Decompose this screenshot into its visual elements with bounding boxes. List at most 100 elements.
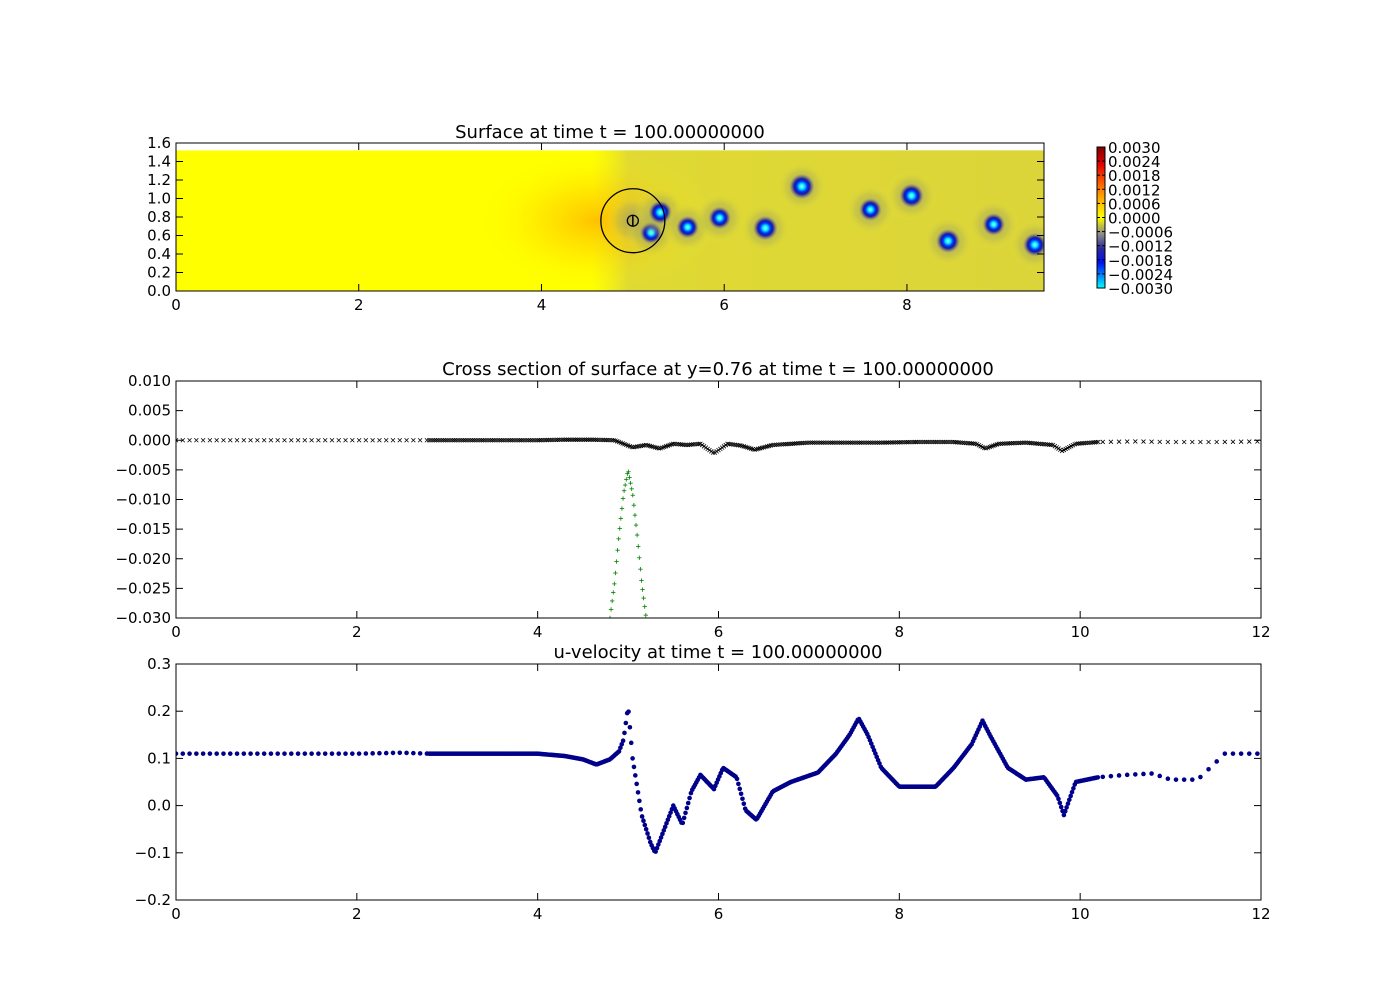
cross-x-marker [828, 440, 833, 445]
cross-x-marker-stroke [855, 440, 861, 445]
u-velocity-point [1173, 777, 1179, 782]
cross-x-marker [770, 442, 776, 448]
cross-plus-marker [633, 522, 639, 528]
u-velocity-point [687, 795, 692, 801]
cross-x-marker-stroke [1012, 440, 1018, 446]
cross-x-marker-stroke [1032, 441, 1038, 446]
cross-x-marker [815, 440, 821, 445]
cross-x-marker-stroke [944, 439, 949, 445]
cross-x-marker [571, 437, 577, 442]
cross-x-marker-stroke [1009, 440, 1014, 446]
cross-x-marker-stroke [1086, 440, 1092, 446]
cross-x-marker [176, 437, 179, 443]
cross-x-marker-stroke [560, 437, 566, 442]
u-velocity-point [248, 751, 253, 756]
cross-x-marker [1100, 439, 1106, 445]
cross-x-marker-stroke [1116, 439, 1122, 444]
cross-x-marker [390, 437, 396, 443]
cross-x-marker [493, 437, 499, 443]
cross-x-marker-stroke [1094, 439, 1099, 445]
cross-section-frame [175, 380, 1262, 619]
cross-x-marker [924, 439, 929, 445]
cross-x-marker [687, 442, 692, 448]
cross-x-marker [969, 441, 974, 446]
cross-x-marker-stroke [176, 439, 179, 443]
cross-x-marker [1025, 440, 1031, 446]
y-tick-label: 1.6 [147, 134, 171, 152]
cross-x-marker-stroke [481, 437, 486, 443]
cross-x-marker [839, 440, 844, 445]
cross-x-marker [466, 437, 472, 443]
cross-x-marker [676, 441, 681, 447]
cross-x-marker [1076, 441, 1081, 446]
cross-x-marker-stroke [732, 442, 738, 448]
cross-x-marker [473, 437, 479, 443]
cross-x-marker-stroke [288, 437, 294, 443]
cross-x-marker [426, 437, 432, 443]
u-velocity-point [241, 751, 247, 756]
cross-x-marker [562, 437, 568, 442]
cross-x-marker-stroke [963, 440, 969, 446]
cross-x-marker-stroke [1018, 440, 1023, 446]
cross-x-marker-stroke [187, 437, 192, 443]
cross-x-marker [569, 437, 575, 442]
cross-x-marker [468, 437, 474, 443]
cross-x-marker [629, 444, 634, 450]
cross-x-marker-stroke [880, 440, 886, 445]
cross-x-marker-stroke [520, 437, 526, 443]
u-velocity-point [631, 764, 637, 770]
y-tick-label: 0.0 [147, 282, 171, 300]
cross-x-marker-stroke [455, 437, 461, 443]
cross-x-marker-stroke [822, 440, 828, 445]
cross-x-marker [513, 437, 519, 443]
cross-x-marker [672, 441, 678, 447]
x-tick-label: 6 [714, 905, 724, 923]
u-velocity-point [221, 751, 226, 756]
cross-x-marker-stroke [810, 440, 815, 445]
cross-x-marker [911, 439, 917, 445]
cross-x-marker [207, 437, 213, 443]
cross-x-marker-stroke [1014, 440, 1020, 446]
colorbar-tick-label: 0.0018 [1108, 167, 1161, 185]
cross-x-marker-stroke [911, 439, 917, 445]
vortex-core [936, 228, 961, 254]
cross-x-marker [817, 440, 823, 445]
cross-x-marker-stroke [569, 437, 575, 442]
cross-x-marker [963, 440, 969, 446]
cross-plus-marker [639, 578, 644, 583]
cross-x-marker [553, 437, 559, 443]
u-velocity-point [309, 751, 314, 756]
cross-x-marker [309, 437, 314, 443]
body-circle [600, 188, 666, 254]
y-tick-label: −0.020 [115, 550, 171, 568]
cross-plus-marker [620, 496, 626, 501]
cross-x-marker-stroke [261, 437, 267, 443]
u-velocity-point [666, 813, 672, 819]
cross-x-marker-stroke [490, 437, 495, 443]
cross-x-marker-stroke [1001, 441, 1007, 446]
u-velocity-point [329, 751, 335, 756]
x-tick-label: 2 [354, 296, 364, 314]
u-velocity-point [1065, 801, 1071, 806]
u-velocity-point [383, 750, 389, 756]
u-velocity-point [738, 791, 744, 797]
cross-x-marker [1086, 440, 1092, 446]
cross-x-marker-stroke [891, 440, 897, 445]
cross-x-marker [586, 437, 591, 442]
cross-x-marker [783, 441, 788, 447]
colorbar-tick-label: −0.0006 [1108, 224, 1173, 242]
u-velocity-point [411, 750, 416, 756]
cross-x-marker [517, 437, 522, 443]
u-velocity-point [1100, 774, 1106, 780]
cross-x-marker [502, 437, 508, 443]
cross-x-marker-stroke [869, 440, 875, 445]
u-velocity-point [737, 786, 743, 792]
cross-x-marker-stroke [600, 437, 606, 443]
cross-x-marker-stroke [973, 441, 978, 447]
cross-x-marker-stroke [468, 437, 474, 443]
cross-x-marker [1000, 441, 1005, 446]
cross-x-marker [607, 437, 613, 443]
cross-x-marker [1003, 441, 1009, 446]
cross-x-marker [1157, 439, 1163, 445]
y-tick-label: 0.6 [147, 227, 171, 245]
